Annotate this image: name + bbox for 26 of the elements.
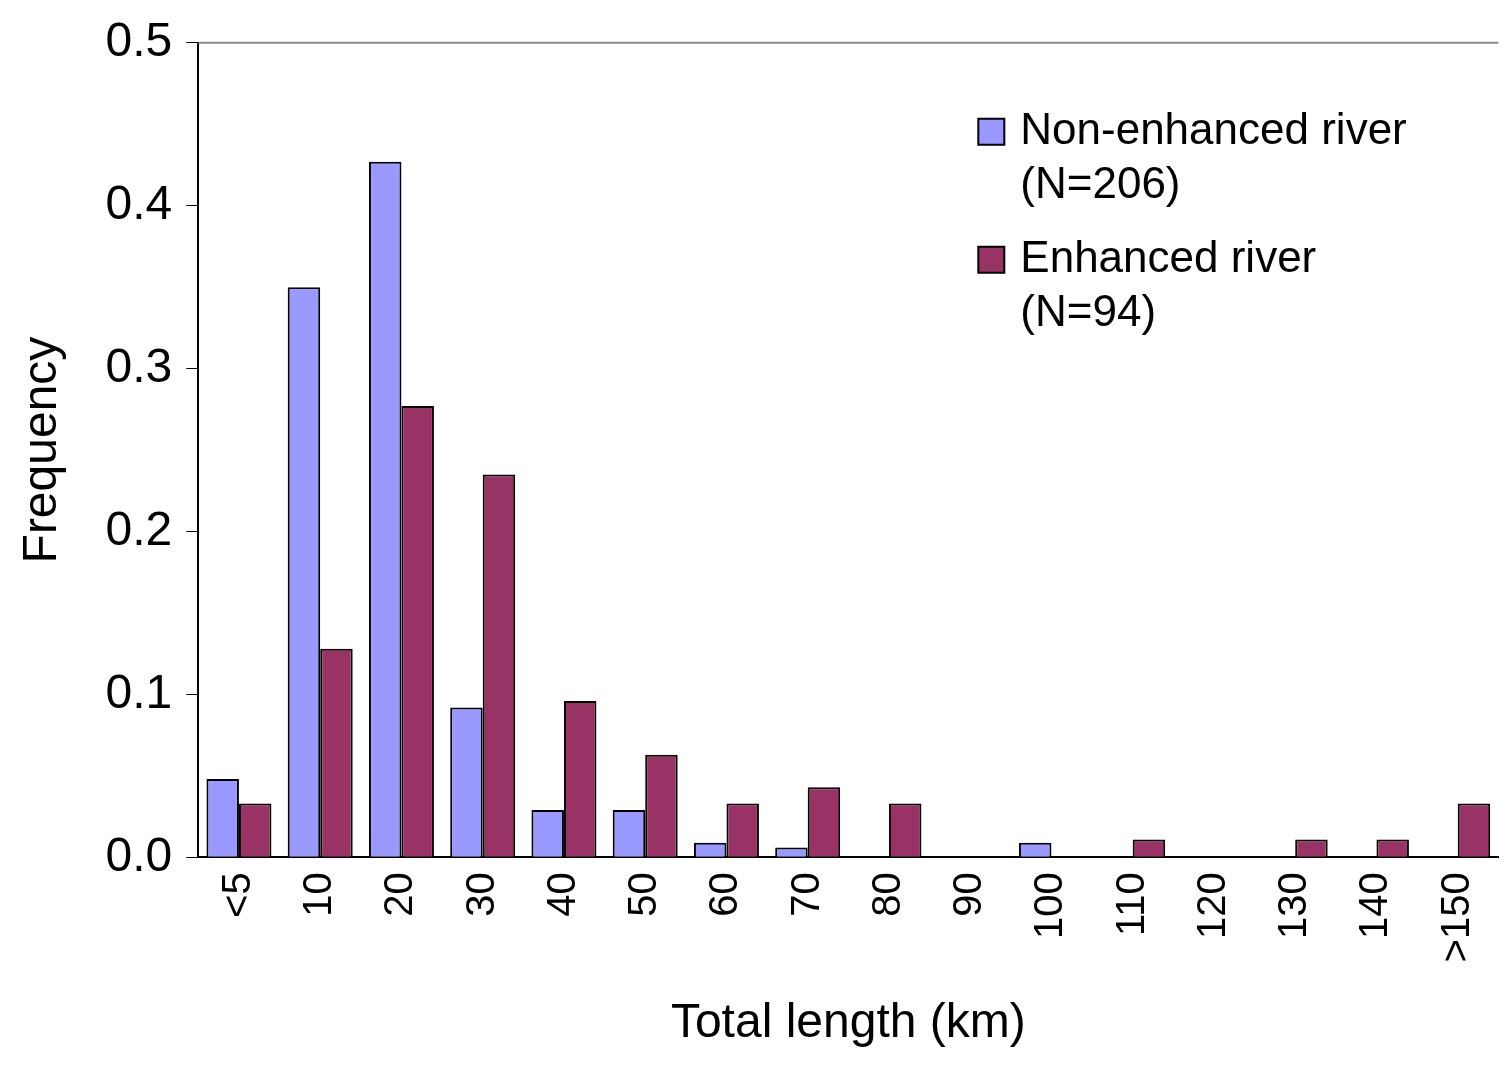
x-tick-label: 110 <box>1107 872 1152 937</box>
x-tick-label: 40 <box>538 872 583 917</box>
x-tick-label: 50 <box>620 872 665 917</box>
x-axis-title: Total length (km) <box>670 994 1026 1048</box>
x-tick-label: 140 <box>1351 872 1396 940</box>
x-tick-label: 10 <box>295 872 340 917</box>
y-axis-title: Frequency <box>13 336 67 564</box>
y-tick-label: 0.4 <box>105 175 173 229</box>
x-tick-label: 70 <box>782 872 827 917</box>
x-tick-label: 120 <box>1188 872 1233 940</box>
x-tick-label: >150 <box>1432 872 1477 963</box>
x-tick-label: 20 <box>376 872 421 917</box>
x-tick-label: 90 <box>945 872 990 917</box>
y-tick-label: 0.0 <box>105 827 173 881</box>
x-tick-label: 100 <box>1026 872 1071 940</box>
x-tick-label: 30 <box>457 872 502 917</box>
legend-label: Enhanced river (N=94) <box>1020 231 1317 335</box>
y-tick-label: 0.2 <box>105 501 173 555</box>
x-tick-label: 80 <box>863 872 908 917</box>
legend-label: Non-enhanced river (N=206) <box>1020 103 1407 207</box>
y-tick-label: 0.5 <box>105 13 173 67</box>
x-tick-label: <5 <box>213 872 258 918</box>
y-tick-label: 0.3 <box>105 338 173 392</box>
x-tick-label: 60 <box>701 872 746 917</box>
y-tick-label: 0.1 <box>105 664 173 718</box>
x-tick-label: 130 <box>1270 872 1315 940</box>
